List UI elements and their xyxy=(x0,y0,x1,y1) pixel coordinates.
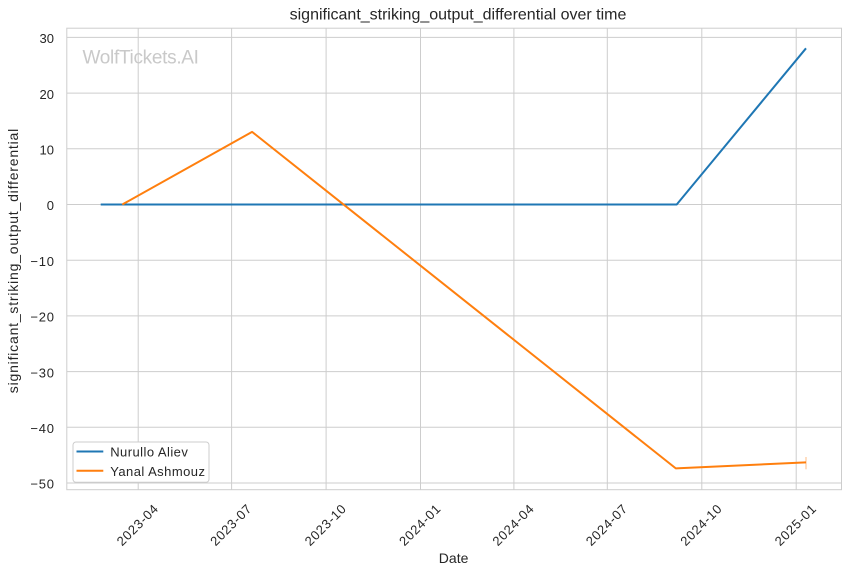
svg-text:30: 30 xyxy=(40,31,54,46)
svg-text:−40: −40 xyxy=(30,421,54,436)
svg-text:0: 0 xyxy=(47,198,54,213)
svg-text:Nurullo Aliev: Nurullo Aliev xyxy=(110,445,188,460)
svg-text:−10: −10 xyxy=(30,254,54,269)
svg-text:10: 10 xyxy=(40,143,54,158)
svg-text:Date: Date xyxy=(439,550,469,566)
svg-text:WolfTickets.AI: WolfTickets.AI xyxy=(83,48,199,69)
svg-text:−30: −30 xyxy=(30,365,54,380)
svg-text:significant_striking_output_di: significant_striking_output_differential xyxy=(5,128,21,393)
svg-text:Yanal Ashmouz: Yanal Ashmouz xyxy=(110,464,205,479)
svg-text:−50: −50 xyxy=(30,477,54,492)
svg-text:−20: −20 xyxy=(30,310,54,325)
svg-text:significant_striking_output_di: significant_striking_output_differential… xyxy=(290,7,627,24)
svg-text:20: 20 xyxy=(40,87,54,102)
